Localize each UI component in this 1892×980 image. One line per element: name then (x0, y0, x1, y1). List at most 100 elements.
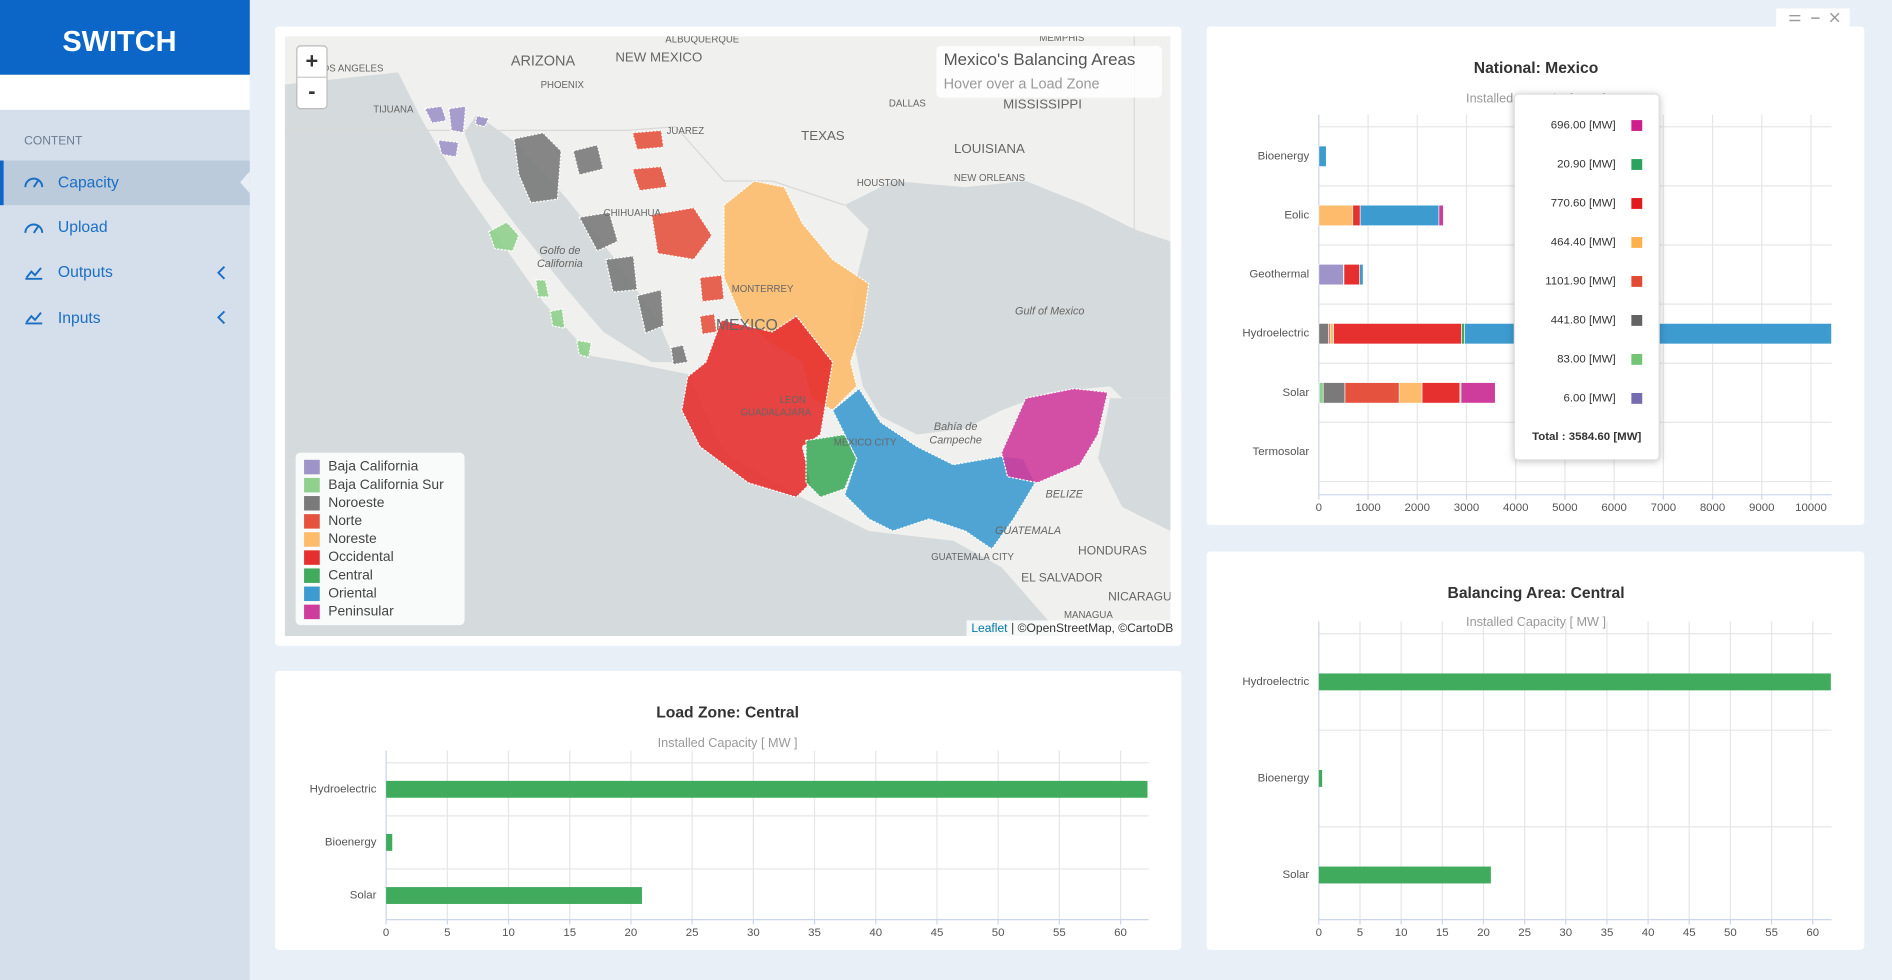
legend-items: Baja California Baja California Sur Noroes… (304, 458, 444, 620)
load-zone[interactable] (578, 211, 619, 252)
menu-item[interactable]: Upload (58, 219, 108, 236)
bar-segment[interactable] (1329, 323, 1334, 345)
place-label: NEW MEXICO (615, 49, 702, 64)
attribution-bg (966, 620, 1171, 637)
place-label: PHOENIX (541, 80, 585, 91)
bar[interactable] (386, 833, 393, 851)
load-zone[interactable] (699, 274, 725, 303)
place-label: CHIHUAHUA (604, 208, 662, 219)
place-label: GUADALAJARA (741, 407, 812, 418)
legend-label: Central (328, 566, 373, 582)
tooltip-swatch (1631, 159, 1643, 170)
bar[interactable] (386, 887, 642, 904)
bar-segment[interactable] (1421, 382, 1461, 404)
bar-segment[interactable] (1318, 382, 1324, 404)
bar[interactable] (386, 780, 1148, 798)
x-tick-label: 55 (1053, 927, 1066, 939)
bar[interactable] (1318, 673, 1831, 691)
logo[interactable]: SWITCH (62, 26, 176, 58)
info-hint: Hover over a Load Zone (944, 76, 1100, 92)
bar-segment[interactable] (1461, 323, 1465, 345)
load-zone[interactable] (437, 139, 460, 158)
load-zone[interactable] (487, 221, 520, 252)
load-zone[interactable] (423, 105, 448, 124)
bar[interactable] (1318, 866, 1491, 884)
bar-segment[interactable] (1460, 382, 1496, 404)
load-zone[interactable] (513, 132, 562, 204)
zoom-out[interactable]: - (308, 79, 315, 104)
load-zone[interactable] (831, 387, 1036, 550)
bar-segment[interactable] (1343, 264, 1360, 286)
place-label: NEW ORLEANS (954, 173, 1025, 184)
bar-segment[interactable] (1318, 323, 1329, 345)
load-zone[interactable] (650, 206, 713, 261)
load-zone[interactable] (448, 105, 467, 134)
chevron[interactable] (217, 310, 226, 325)
chart-title: Load Zone: Central (656, 704, 799, 721)
x-tick-label: 6000 (1601, 502, 1626, 514)
toolbar-icons[interactable] (1789, 12, 1840, 23)
legend-swatch (304, 477, 320, 493)
bar-segment[interactable] (1398, 382, 1423, 404)
y-tick-label: Bioenergy (1258, 772, 1310, 784)
bar-segment[interactable] (1322, 382, 1346, 404)
load-zone[interactable] (604, 255, 638, 293)
x-tick-label: 60 (1114, 927, 1127, 939)
zoom-in[interactable]: + (306, 48, 319, 73)
bar-segment[interactable] (1333, 323, 1462, 345)
bar-segment[interactable] (1359, 204, 1440, 226)
chart-subtitle: Installed Capacity [ MW ] (658, 736, 798, 750)
bar[interactable] (1318, 770, 1323, 787)
tooltip-value: 20.90 [MW] (1557, 159, 1616, 171)
x-tick-label: 45 (1683, 927, 1696, 939)
load-zone[interactable] (636, 288, 665, 334)
load-zone[interactable] (699, 313, 718, 336)
x-tick-label: 30 (1559, 927, 1572, 939)
load-zone[interactable] (572, 144, 605, 176)
bar-segment[interactable] (1438, 204, 1444, 226)
menu-item[interactable]: Outputs (58, 264, 113, 281)
x-tick-label: 55 (1765, 927, 1778, 939)
attribution-link[interactable]: Leaflet (971, 621, 1008, 635)
load-zone[interactable] (576, 339, 592, 358)
y-tick-label: Solar (350, 890, 377, 902)
load-zone[interactable] (549, 308, 566, 330)
place-label: Campeche (929, 434, 982, 446)
legend-swatch (304, 459, 320, 475)
place-label: DALLAS (889, 98, 926, 109)
load-zone[interactable] (1000, 388, 1109, 484)
load-zone[interactable] (535, 279, 550, 298)
bar-segment[interactable] (1344, 382, 1400, 404)
x-tick-label: 50 (992, 927, 1005, 939)
load-zone[interactable] (631, 165, 669, 192)
menu-item[interactable]: Inputs (58, 310, 101, 327)
bar-segment[interactable] (1318, 264, 1344, 286)
x-tick-label: 10 (502, 927, 515, 939)
bar-segment[interactable] (1318, 145, 1327, 167)
bar-segment[interactable] (1352, 204, 1361, 226)
active-notch (240, 171, 250, 194)
load-zone[interactable] (474, 115, 490, 128)
bar-segment[interactable] (1318, 204, 1354, 226)
x-tick-label: 3000 (1454, 502, 1479, 514)
place-label: LOUISIANA (954, 141, 1025, 156)
menu-item[interactable]: Capacity (58, 175, 119, 192)
chart: Load Zone: Central Installed Capacity [ M… (310, 704, 1149, 939)
place-label: GUATEMALA (995, 525, 1061, 537)
load-zone[interactable] (681, 315, 834, 498)
bar-segment[interactable] (1359, 264, 1364, 286)
active-item-marker (0, 160, 4, 206)
place-label: MEMPHIS (1039, 33, 1084, 44)
place-label: MEXICO CITY (834, 437, 897, 448)
load-zone[interactable] (670, 344, 689, 366)
tooltip-value: 696.00 [MW] (1551, 120, 1616, 132)
chevron[interactable] (217, 266, 226, 280)
chart: Balancing Area: Central Installed Capacit… (1242, 585, 1832, 939)
load-zone[interactable] (805, 433, 858, 498)
load-zone[interactable] (631, 129, 665, 151)
x-tick-label: 15 (563, 927, 576, 939)
water (284, 72, 1171, 637)
legend-swatch (304, 532, 320, 547)
place-label: LEON (780, 395, 806, 406)
